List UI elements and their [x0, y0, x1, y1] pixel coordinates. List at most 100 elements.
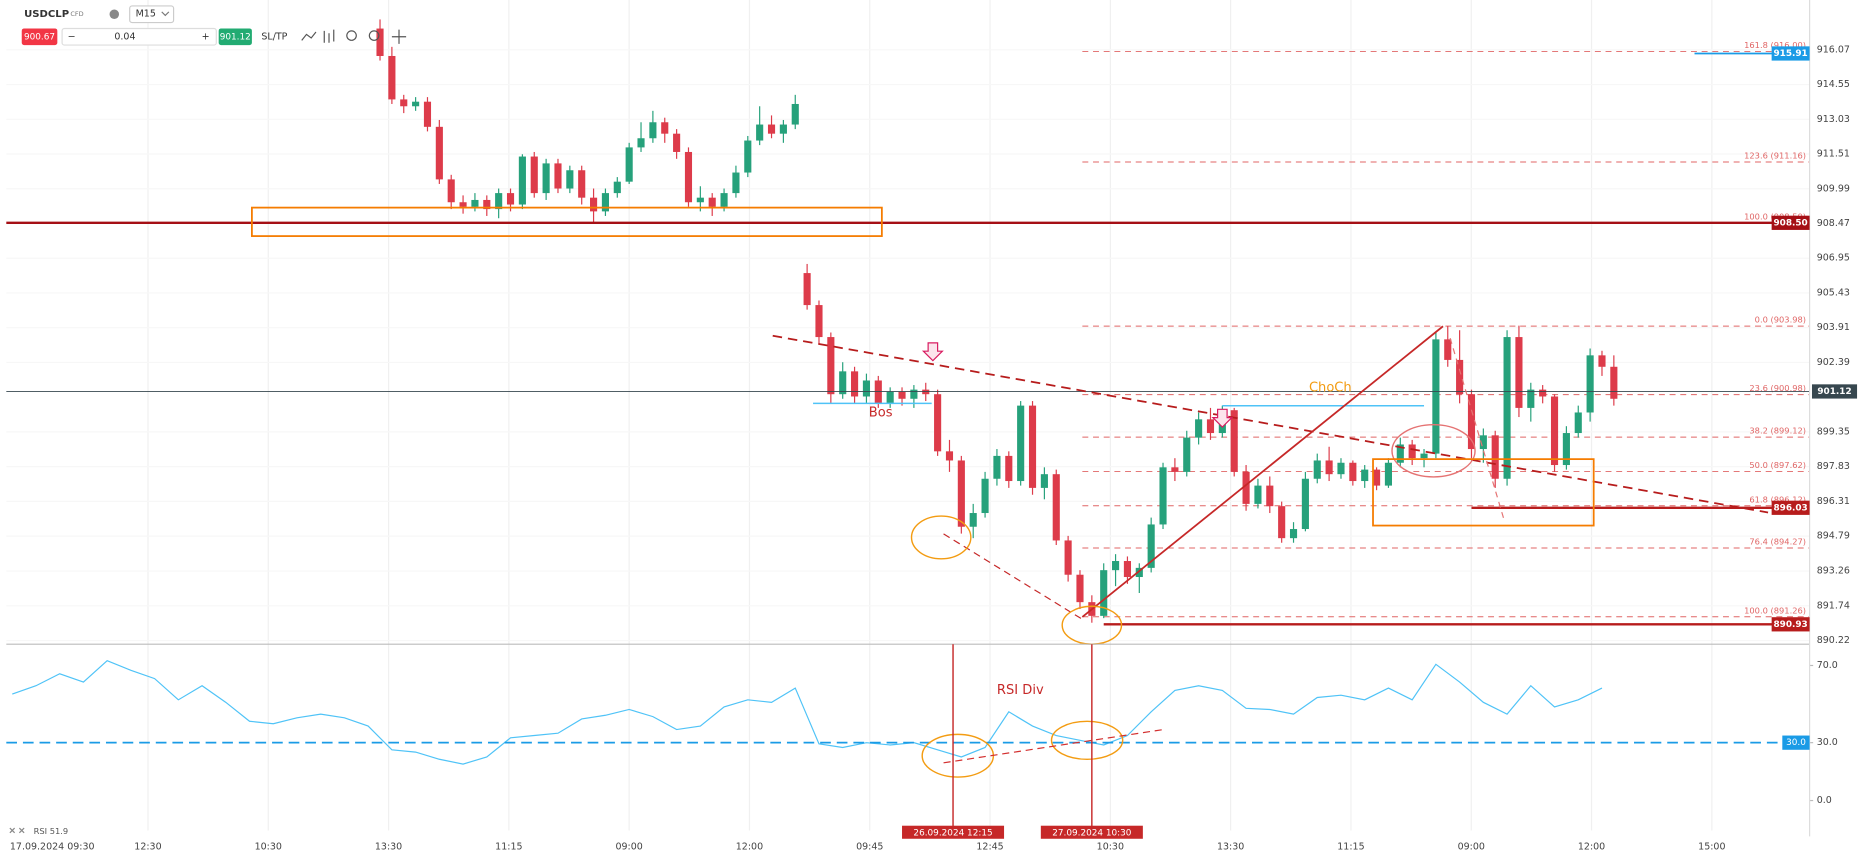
candle-body	[412, 101, 420, 107]
candle-body	[1135, 567, 1143, 578]
candle-body	[518, 156, 526, 205]
zoom-in-icon[interactable]	[368, 30, 380, 41]
rsi-level-label: 30.0	[1786, 738, 1806, 748]
candle-body	[649, 122, 657, 139]
date-badge	[902, 825, 1005, 839]
candle-body	[376, 28, 384, 56]
y-tick-label: 916.07	[1817, 44, 1850, 55]
candle-body	[803, 273, 811, 306]
highlight-ellipse	[910, 515, 972, 560]
candle-body	[1373, 469, 1381, 486]
candle-body	[732, 172, 740, 194]
timeframe-select[interactable]	[129, 5, 175, 24]
fib-label: 161.8 (916.00)	[1744, 40, 1806, 50]
price-badge	[1771, 500, 1810, 515]
candle-body	[1491, 435, 1499, 479]
symbol: USDCLP	[24, 9, 69, 20]
rsi-line	[12, 659, 1603, 765]
zone-box	[1372, 458, 1595, 527]
candle-body	[506, 193, 515, 205]
x-tick-label: 17.09.2024 09:30	[10, 842, 95, 853]
date-badge	[1040, 825, 1143, 839]
candle-body	[613, 181, 621, 194]
candle-body	[1313, 460, 1321, 479]
candle-body	[1562, 433, 1570, 466]
candle-body	[1444, 339, 1452, 360]
quantity-field[interactable]	[61, 27, 217, 46]
sltp[interactable]: SL/TP	[261, 31, 287, 42]
candle-body	[1349, 462, 1357, 482]
candle-body	[1017, 405, 1025, 482]
x-tick-label: 10:30	[1097, 842, 1124, 853]
candle-body	[1278, 506, 1286, 539]
candle-body	[756, 124, 764, 141]
fib-label: 61.8 (896.12)	[1749, 494, 1806, 504]
candle-body	[981, 478, 989, 514]
candle-body	[1396, 444, 1404, 463]
candle-body	[1183, 437, 1191, 472]
candle-body	[423, 101, 432, 127]
y-tick-label: 902.39	[1817, 357, 1850, 368]
minus: −	[68, 31, 76, 42]
fib-label: 100.0 (891.26)	[1744, 605, 1806, 615]
x-tick-label: 12:00	[1578, 842, 1605, 853]
y-tick-label: 897.83	[1817, 461, 1850, 472]
candle-body	[767, 124, 776, 134]
candle-body	[1420, 453, 1428, 459]
candle-body	[637, 138, 645, 148]
marks-layer	[6, 19, 1810, 765]
candle-body	[1408, 444, 1416, 459]
candle-body	[791, 103, 799, 125]
price-badge-label: 896.03	[1773, 503, 1807, 513]
sell-price: 900.67	[24, 32, 55, 42]
candle-body	[459, 202, 467, 207]
candle-body	[483, 199, 491, 210]
toolbar: USDCLP CFD M15 900.67 − 0.04 + 901.12 SL…	[21, 5, 407, 46]
candle-body	[1539, 389, 1547, 397]
x-tick-label: 12:00	[736, 842, 763, 853]
crosshair-icon[interactable]	[391, 29, 407, 44]
plus: +	[202, 31, 210, 42]
candle-body	[601, 193, 609, 212]
info-icon[interactable]	[109, 9, 120, 19]
candle-body	[910, 389, 918, 399]
zoom-out-icon[interactable]	[346, 30, 357, 41]
x-tick-label: 13:30	[1217, 842, 1244, 853]
y-tick-label: 891.74	[1817, 600, 1850, 611]
arrow-down	[1211, 408, 1234, 428]
candle-body	[1076, 574, 1084, 603]
candle-body	[1337, 462, 1345, 475]
candle-body	[1040, 474, 1048, 488]
candle-body	[1503, 337, 1511, 479]
sell-button[interactable]	[21, 28, 58, 46]
rsi-div-line	[943, 729, 1164, 764]
line-tool-icon[interactable]	[301, 31, 317, 41]
candle-body	[1467, 394, 1476, 450]
candle-body	[1598, 355, 1606, 367]
fib-label: 0.0 (903.98)	[1755, 315, 1806, 325]
candle-body	[862, 380, 870, 397]
y-tick-label: 894.79	[1817, 531, 1850, 542]
buy-button[interactable]	[218, 28, 252, 46]
candle-body	[1432, 339, 1440, 454]
candle-body	[1230, 410, 1238, 472]
y-tick-label: 911.51	[1817, 149, 1850, 160]
candle-body	[1052, 474, 1060, 541]
y-tick-label: 906.95	[1817, 253, 1850, 264]
candle-body	[839, 371, 847, 395]
rsi-tick-label: 70.0	[1817, 660, 1838, 671]
candle-body	[1301, 478, 1309, 530]
candle-body	[1289, 529, 1298, 539]
candle-body	[673, 133, 681, 152]
candle-tool-icon[interactable]	[323, 29, 335, 43]
y-tick-label: 896.31	[1817, 496, 1850, 507]
rsi-div-label: RSI Div	[997, 683, 1044, 698]
candle-body	[542, 163, 550, 194]
candle-body	[388, 55, 396, 100]
candle-body	[1171, 467, 1179, 472]
rsi-controls[interactable]	[9, 827, 25, 834]
overlay-layer: 17.09.2024 09:30 12:30 10:30 13:30 11:15 09:0…	[10, 44, 1858, 853]
candle-body	[708, 197, 716, 207]
rsi-tick-label: 0.0	[1817, 795, 1832, 806]
